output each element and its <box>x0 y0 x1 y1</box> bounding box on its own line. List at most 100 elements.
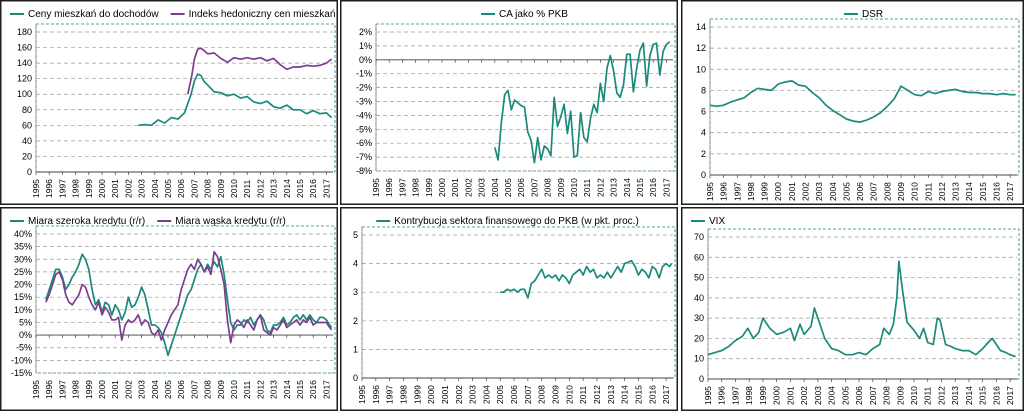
x-tick-label: 1995 <box>31 380 41 399</box>
x-tick-label: 2017 <box>321 179 331 198</box>
legend-label: Indeks hedoniczny cen mieszkań <box>189 9 336 20</box>
x-tick-label: 1996 <box>371 385 381 404</box>
x-tick-label: 2013 <box>606 385 616 404</box>
x-tick-label: 2014 <box>282 179 292 198</box>
x-tick-label: 2013 <box>609 178 619 197</box>
legend: DSR <box>843 9 883 20</box>
x-tick-label: 2005 <box>163 179 173 198</box>
x-tick-label: 2003 <box>477 178 487 197</box>
plot-area-border <box>35 23 336 173</box>
y-tick-label: 30% <box>14 254 32 264</box>
panel-frame <box>0 207 338 411</box>
x-tick-label: 2010 <box>564 385 574 404</box>
chart-panel-5: 0 1 2 3 4 5 1995 1996 1997 1998 1999 2000 2001 2002 20… <box>340 207 678 411</box>
x-tick-label: 2015 <box>633 385 643 404</box>
x-tick-label: 2017 <box>1005 182 1015 201</box>
x-tick-label: 2016 <box>992 182 1002 201</box>
y-tick-label: 40 <box>22 136 32 146</box>
y-tick-label: 2 <box>701 149 706 159</box>
y-tick-label: 60 <box>694 252 704 262</box>
x-tick-label: 2008 <box>543 178 553 197</box>
x-tick-label: 2001 <box>787 182 797 201</box>
legend: VIX <box>691 216 725 227</box>
y-tick-label: 0 <box>353 373 358 383</box>
x-tick-label: 2004 <box>150 380 160 399</box>
x-tick-label: 2010 <box>569 178 579 197</box>
x-tick-label: 2002 <box>801 182 811 201</box>
x-tick-label: 2006 <box>854 386 864 405</box>
x-tick-label: 2000 <box>772 386 782 405</box>
y-tick-label: 0 <box>699 374 704 384</box>
y-tick-label: 50 <box>694 273 704 283</box>
x-tick-label: 2006 <box>176 380 186 399</box>
x-tick-label: 2002 <box>463 178 473 197</box>
x-tick-label: 2000 <box>426 385 436 404</box>
x-tick-label: 2007 <box>189 179 199 198</box>
panel-frame <box>0 0 338 205</box>
y-tick-label: 5% <box>19 317 32 327</box>
x-tick-label: 1995 <box>703 386 713 405</box>
plot-area-border <box>361 226 676 379</box>
y-tick-label: 35% <box>14 242 32 252</box>
x-tick-label: 1995 <box>705 182 715 201</box>
panel-frame <box>681 207 1024 411</box>
y-tick-label: -8% <box>356 166 372 176</box>
x-tick-label: 1995 <box>371 178 381 197</box>
x-tick-label: 2010 <box>229 380 239 399</box>
x-tick-label: 2002 <box>123 380 133 399</box>
legend-item: CA jako % PKB <box>481 9 568 20</box>
legend-item: VIX <box>691 216 725 227</box>
legend: CA jako % PKB <box>481 9 568 20</box>
plot-area-border <box>707 228 1020 380</box>
y-tick-label: 15% <box>14 292 32 302</box>
x-tick-label: 2009 <box>556 178 566 197</box>
x-tick-label: 2013 <box>269 380 279 399</box>
chart-svg-2: -8%-7%-6%-5%-4%-3%-2%-1%0%1%2%1995 1996 19… <box>340 0 678 205</box>
x-tick-label: 2001 <box>450 178 460 197</box>
y-tick-label: -7% <box>356 152 372 162</box>
x-tick-label: 2015 <box>978 386 988 405</box>
y-tick-label: 30 <box>694 313 704 323</box>
legend-item: Miara wąska kredytu (r/r) <box>157 216 286 227</box>
chart-panel-3: 0 2 4 6 8 10 12 14 1995 1996 1997 1998 1999 2000 2001 2… <box>681 0 1024 205</box>
legend-item: Kontrybucja sektora finansowego do PKB (… <box>376 216 639 227</box>
legend: Kontrybucja sektora finansowego do PKB (… <box>376 216 639 227</box>
x-tick-label: 2015 <box>295 380 305 399</box>
x-tick-label: 2014 <box>622 178 632 197</box>
x-tick-label: 2004 <box>827 386 837 405</box>
x-tick-label: 2015 <box>978 182 988 201</box>
x-tick-label: 1998 <box>744 386 754 405</box>
x-tick-label: 1995 <box>31 179 41 198</box>
y-tick-label: 20 <box>22 151 32 161</box>
x-tick-label: 1997 <box>57 179 67 198</box>
x-tick-label: 2008 <box>882 386 892 405</box>
chart-svg-5: 0 1 2 3 4 5 1995 1996 1997 1998 1999 2000 2001 2002 20… <box>340 207 678 411</box>
y-tick-label: 3 <box>353 287 358 297</box>
x-tick-label: 2011 <box>242 380 252 399</box>
x-tick-label: 2006 <box>509 385 519 404</box>
legend: Ceny mieszkań do dochodów Indeks hedonicz… <box>10 9 335 20</box>
x-tick-label: 2003 <box>813 386 823 405</box>
x-tick-label: 1997 <box>732 182 742 201</box>
legend-label: DSR <box>862 9 883 20</box>
x-tick-label: 1999 <box>424 178 434 197</box>
x-tick-label: 2013 <box>950 386 960 405</box>
x-tick-label: 2011 <box>578 385 588 404</box>
y-tick-label: -10% <box>11 355 32 365</box>
chart-panel-6: 0 10 20 30 40 50 60 70 1995 1996 1997 1998 1999 2000 2… <box>681 207 1024 411</box>
y-tick-label: 20% <box>14 280 32 290</box>
series-line-2 <box>186 47 333 95</box>
legend-label: Kontrybucja sektora finansowego do PKB (… <box>394 216 639 227</box>
x-tick-label: 2016 <box>991 386 1001 405</box>
x-tick-label: 2015 <box>635 178 645 197</box>
x-tick-label: 2016 <box>648 178 658 197</box>
y-tick-label: -1% <box>356 69 372 79</box>
x-tick-label: 2009 <box>551 385 561 404</box>
y-tick-label: 40% <box>14 229 32 239</box>
plot-area-border <box>709 18 1020 176</box>
x-tick-label: 1998 <box>746 182 756 201</box>
legend-label: Miara wąska kredytu (r/r) <box>175 216 286 227</box>
x-tick-label: 2007 <box>868 386 878 405</box>
x-tick-label: 1999 <box>84 179 94 198</box>
x-tick-label: 1996 <box>717 386 727 405</box>
